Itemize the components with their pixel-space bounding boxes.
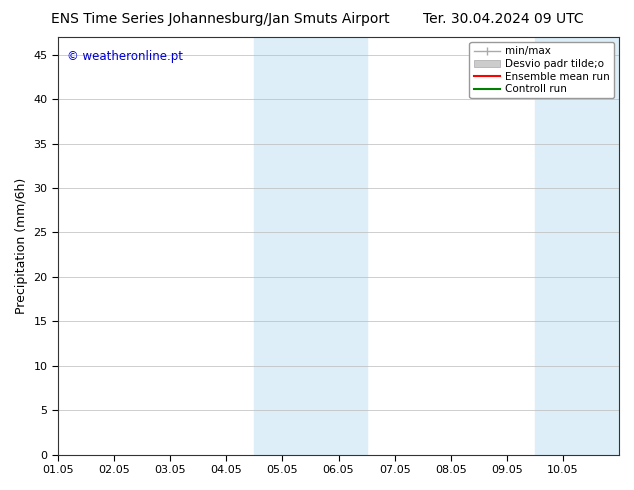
- Legend: min/max, Desvio padr tilde;o, Ensemble mean run, Controll run: min/max, Desvio padr tilde;o, Ensemble m…: [469, 42, 614, 98]
- Text: Ter. 30.04.2024 09 UTC: Ter. 30.04.2024 09 UTC: [423, 12, 583, 26]
- Bar: [254, 37, 366, 455]
- Text: ENS Time Series Johannesburg/Jan Smuts Airport: ENS Time Series Johannesburg/Jan Smuts A…: [51, 12, 389, 26]
- Bar: [535, 37, 619, 455]
- Y-axis label: Precipitation (mm/6h): Precipitation (mm/6h): [15, 178, 28, 314]
- Text: © weatheronline.pt: © weatheronline.pt: [67, 49, 183, 63]
